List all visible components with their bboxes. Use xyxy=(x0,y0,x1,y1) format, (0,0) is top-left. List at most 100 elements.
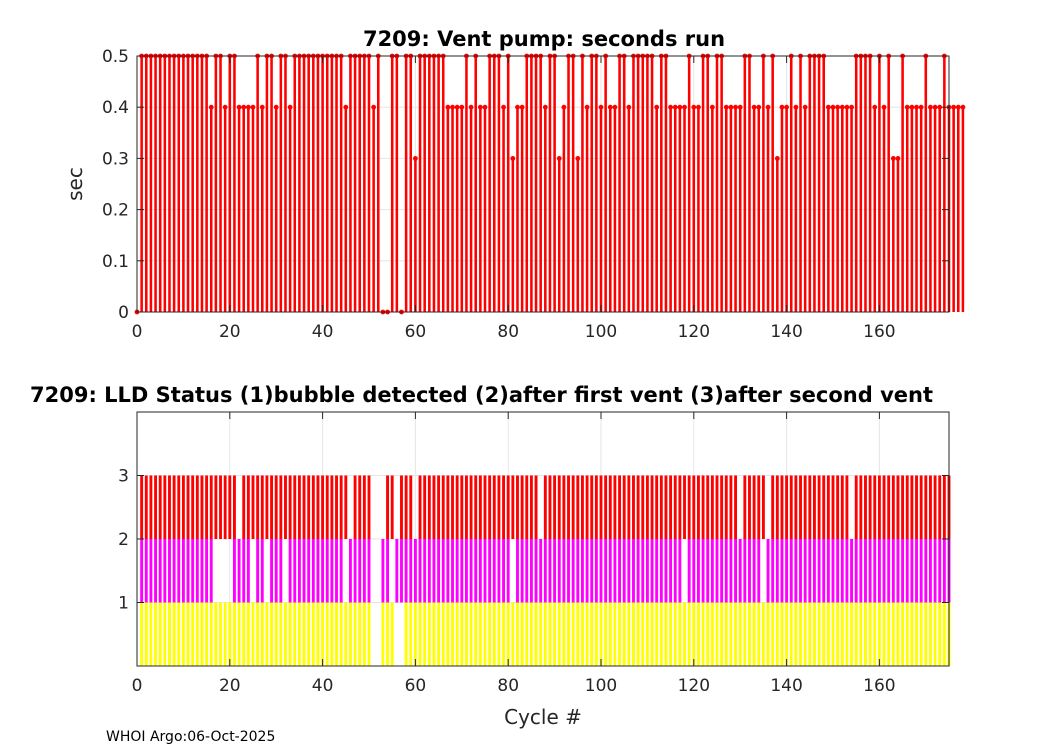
top-bar xyxy=(766,107,770,312)
bottom-bar-level-2 xyxy=(715,539,719,603)
bottom-bar-level-3 xyxy=(910,475,914,539)
top-bar xyxy=(261,107,264,312)
top-bar xyxy=(590,56,593,312)
top-bar xyxy=(247,107,250,312)
bottom-bar-level-1 xyxy=(423,602,427,666)
bottom-bar-level-3 xyxy=(228,475,232,539)
bottom-bar-level-2 xyxy=(822,539,826,603)
top-bar xyxy=(734,107,737,312)
top-bar xyxy=(868,56,872,312)
bottom-bar-level-1 xyxy=(367,602,371,666)
top-point xyxy=(696,104,701,110)
bottom-bar-level-1 xyxy=(599,602,603,666)
bottom-bar-level-1 xyxy=(840,602,844,666)
top-point xyxy=(928,104,933,110)
bottom-bar-level-3 xyxy=(710,475,714,539)
top-bar xyxy=(882,107,886,312)
top-bar xyxy=(943,56,946,312)
bottom-bar-level-3 xyxy=(353,475,357,539)
top-bar xyxy=(748,56,751,312)
bottom-bar-level-3 xyxy=(344,475,348,539)
top-bar xyxy=(423,56,426,312)
bottom-bar-level-3 xyxy=(302,475,306,539)
top-point xyxy=(802,104,808,110)
top-bar xyxy=(813,56,816,312)
bottom-bar-level-2 xyxy=(636,539,640,603)
bottom-bar-level-2 xyxy=(576,539,580,603)
top-bar xyxy=(627,107,631,312)
bottom-bar-level-1 xyxy=(506,602,510,666)
bottom-bar-level-3 xyxy=(409,475,413,539)
bottom-bar-level-3 xyxy=(794,475,798,539)
bottom-bar-level-2 xyxy=(497,539,501,603)
bottom-bar-level-1 xyxy=(172,602,176,666)
bottom-bar-level-3 xyxy=(362,475,366,539)
top-point xyxy=(723,104,729,110)
top-point xyxy=(914,104,919,110)
bottom-bar-level-3 xyxy=(604,475,608,539)
bottom-bar-level-3 xyxy=(330,475,334,539)
bottom-bar-level-3 xyxy=(181,475,185,539)
bottom-bar-level-3 xyxy=(859,475,863,539)
bottom-bar-level-2 xyxy=(910,539,914,603)
bottom-bar-level-2 xyxy=(724,539,728,603)
bottom-bar-level-3 xyxy=(214,475,218,539)
bottom-bar-level-2 xyxy=(455,539,459,603)
bottom-bar-level-2 xyxy=(246,539,250,603)
top-y-tick-label: 0.2 xyxy=(102,201,129,221)
bottom-bar-level-1 xyxy=(335,602,338,666)
bottom-bar-level-2 xyxy=(311,539,315,603)
bottom-bar-level-1 xyxy=(618,602,621,666)
top-bar xyxy=(585,107,589,312)
bottom-bar-level-2 xyxy=(738,539,742,603)
bottom-bar-level-2 xyxy=(845,539,849,603)
bottom-bar-level-1 xyxy=(520,602,524,666)
top-point xyxy=(668,104,673,110)
bottom-bar-level-1 xyxy=(608,602,612,666)
top-bar xyxy=(905,107,909,312)
top-bar xyxy=(312,56,315,312)
bottom-bar-level-2 xyxy=(585,539,589,603)
bottom-bar-level-1 xyxy=(158,602,162,666)
bottom-bar-level-3 xyxy=(233,475,236,539)
bottom-bar-level-2 xyxy=(381,539,385,603)
bottom-bar-level-1 xyxy=(942,602,946,666)
top-point xyxy=(510,156,516,161)
bottom-bar-level-2 xyxy=(288,539,292,603)
bottom-x-tick-label: 120 xyxy=(678,676,710,696)
bottom-bar-level-1 xyxy=(539,602,543,666)
bottom-bar-level-3 xyxy=(451,475,454,539)
bottom-x-tick-label: 140 xyxy=(770,676,802,696)
top-bar xyxy=(172,56,176,312)
bottom-bar-level-3 xyxy=(919,475,923,539)
top-bar xyxy=(850,107,853,312)
top-bar xyxy=(349,56,352,312)
bottom-bar-level-2 xyxy=(154,539,157,603)
bottom-bar-level-2 xyxy=(413,539,417,603)
bottom-bar-level-2 xyxy=(706,539,710,603)
bottom-bar-level-1 xyxy=(850,602,853,666)
bottom-bar-level-1 xyxy=(729,602,733,666)
bottom-bar-level-3 xyxy=(246,475,250,539)
top-point xyxy=(245,104,251,110)
bottom-bar-level-2 xyxy=(901,539,905,603)
bottom-bar-level-3 xyxy=(404,475,408,539)
bottom-bar-level-3 xyxy=(418,475,422,539)
bottom-bar-level-2 xyxy=(590,539,594,603)
top-bar xyxy=(363,56,366,312)
top-point xyxy=(779,104,785,110)
top-bar xyxy=(469,107,473,312)
bottom-bar-level-3 xyxy=(836,475,840,539)
bottom-bar-level-2 xyxy=(279,539,283,603)
bottom-bar-level-1 xyxy=(891,602,895,666)
bottom-bar-level-3 xyxy=(864,475,867,539)
bottom-bar-level-2 xyxy=(274,539,278,603)
bottom-bar-level-1 xyxy=(803,602,807,666)
bottom-bar-level-3 xyxy=(288,475,292,539)
top-point xyxy=(733,104,738,110)
bottom-bar-level-3 xyxy=(826,475,830,539)
bottom-bar-level-2 xyxy=(256,539,260,603)
bottom-bar-level-1 xyxy=(571,602,575,666)
top-bar xyxy=(803,107,807,312)
bottom-bar-level-3 xyxy=(706,475,710,539)
